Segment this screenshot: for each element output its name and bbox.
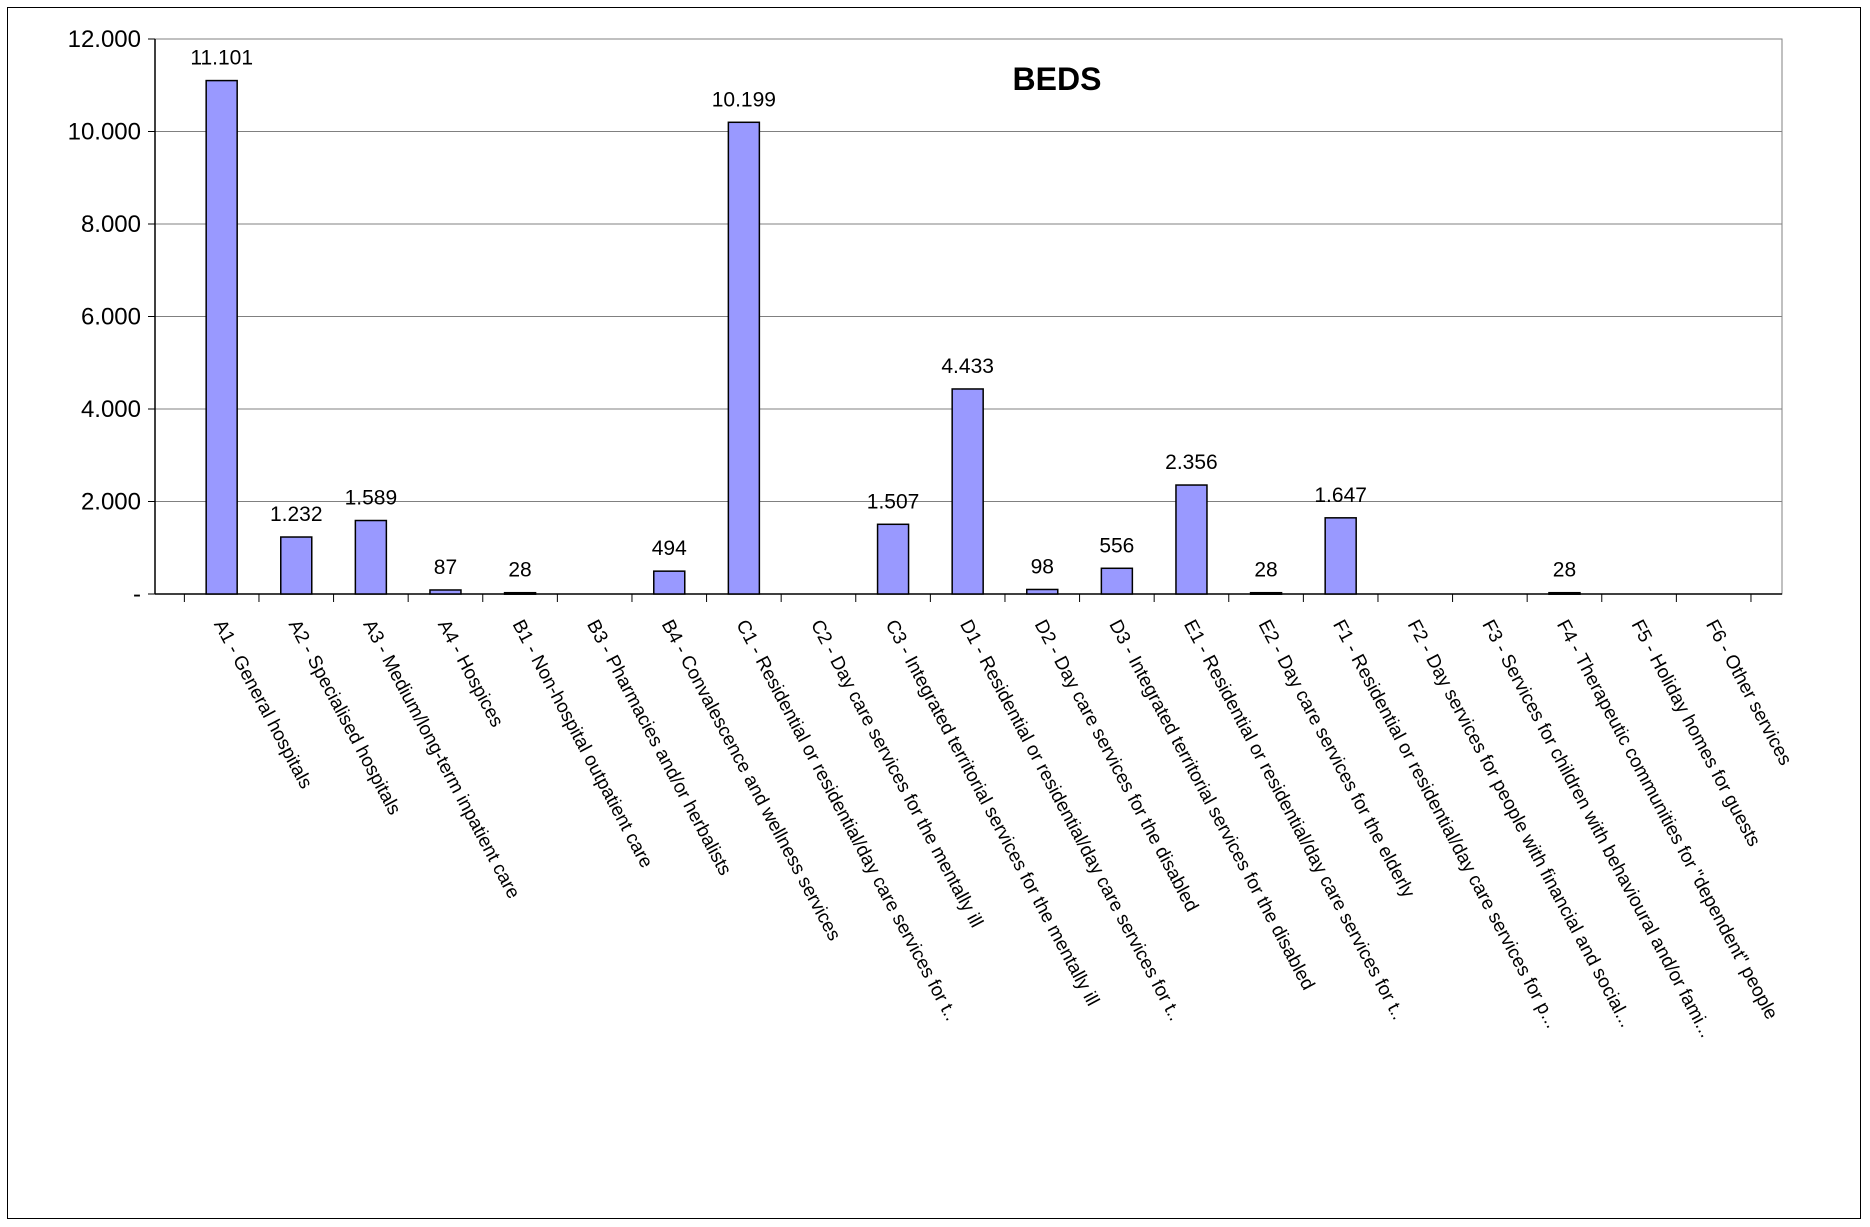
data-label: 556 <box>1099 534 1134 557</box>
category-label: F5 - Holiday homes for guests <box>1627 616 1765 850</box>
category-label: A4 - Hospices <box>433 616 507 730</box>
data-label: 2.356 <box>1165 451 1218 474</box>
data-label: 1.507 <box>867 490 920 513</box>
category-label: B1 - Non-hospital outpatient care <box>508 616 657 871</box>
data-label: 87 <box>434 556 457 579</box>
axes: - 2.000 4.000 6.000 8.000 10.000 12.000 <box>68 26 1782 608</box>
data-label: 98 <box>1031 555 1054 578</box>
data-labels: 11.101 1.232 1.589 87 28 494 10.199 1.507 4.433 9… <box>190 47 1576 582</box>
y-tick-label: 2.000 <box>81 489 141 516</box>
chart-frame <box>7 7 1861 1219</box>
data-label: 11.101 <box>190 47 253 70</box>
data-label: 4.433 <box>941 355 994 378</box>
data-label: 10.199 <box>712 88 776 111</box>
data-label: 1.589 <box>345 487 398 510</box>
bar <box>1548 591 1581 595</box>
bar <box>503 591 537 595</box>
bar <box>876 523 910 595</box>
y-tick-label: 4.000 <box>81 396 141 423</box>
y-tick-label: 6.000 <box>81 304 141 331</box>
bar <box>653 570 686 595</box>
chart-title: BEDS <box>1013 61 1102 97</box>
bar <box>1100 567 1134 595</box>
y-tick-label: 10.000 <box>68 119 141 146</box>
bar <box>354 519 388 595</box>
category-label: F6 - Other services <box>1701 616 1795 768</box>
data-label: 28 <box>1553 559 1576 582</box>
bar <box>205 79 238 595</box>
bar <box>1324 517 1357 595</box>
category-label: E2 - Day care services for the elderly <box>1254 616 1419 901</box>
category-label: B3 - Pharmacies and/or herbalists <box>582 616 735 879</box>
bar <box>280 536 313 595</box>
category-label: A3 - Medium/long-term inpatient care <box>358 616 523 902</box>
bars <box>205 79 1581 595</box>
y-tick-label: 12.000 <box>68 26 141 53</box>
y-tick-label: 8.000 <box>81 211 141 238</box>
data-label: 1.232 <box>270 503 323 526</box>
y-tick-label: - <box>133 581 141 608</box>
data-label: 494 <box>652 537 687 560</box>
bar <box>951 388 984 595</box>
data-label: 1.647 <box>1314 484 1367 507</box>
bar <box>429 589 462 595</box>
category-label: D2 - Day care services for the disabled <box>1030 616 1202 915</box>
data-label: 28 <box>1254 559 1277 582</box>
bar <box>1249 591 1283 595</box>
bar <box>1026 588 1059 595</box>
bar <box>1175 484 1208 595</box>
data-label: 28 <box>508 559 531 582</box>
bar <box>727 121 761 595</box>
